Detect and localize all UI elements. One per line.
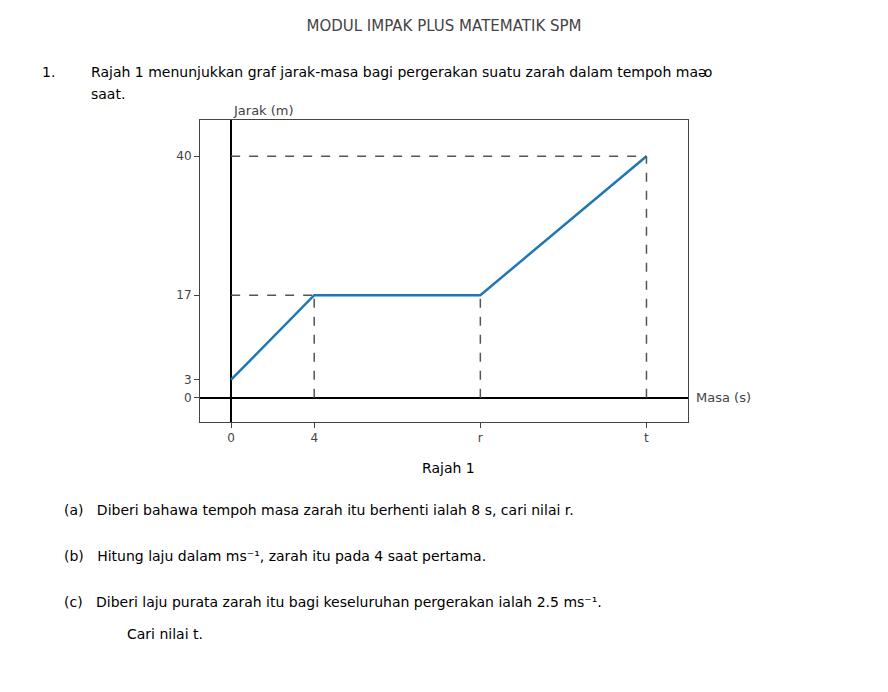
svg-text:0: 0 [184, 391, 192, 405]
svg-text:Cari nilai t.: Cari nilai t. [127, 626, 203, 642]
svg-text:Masa (s): Masa (s) [696, 390, 751, 405]
svg-text:saat.: saat. [91, 86, 125, 102]
svg-text:40: 40 [176, 149, 191, 163]
svg-text:(a) Diberi bahawa tempoh mas: (a) Diberi bahawa tempoh masa zarah itu … [64, 502, 574, 518]
svg-text:Rajah 1 menunjukkan graf jarak: Rajah 1 menunjukkan graf jarak-masa bagi… [91, 64, 712, 80]
svg-text:0: 0 [227, 431, 235, 445]
svg-text:(b) Hitung laju dalam ms⁻¹,: (b) Hitung laju dalam ms⁻¹, zarah itu pa… [64, 548, 486, 564]
svg-text:3: 3 [184, 373, 192, 387]
svg-text:MODUL IMPAK PLUS MATEMATIK SPM: MODUL IMPAK PLUS MATEMATIK SPM [306, 17, 581, 35]
svg-text:t: t [644, 431, 649, 445]
svg-text:17: 17 [176, 288, 191, 302]
svg-text:Rajah 1: Rajah 1 [422, 460, 475, 476]
svg-text:(c) Diberi laju purata zarah: (c) Diberi laju purata zarah itu bagi ke… [64, 594, 602, 610]
svg-text:r: r [478, 431, 483, 445]
svg-text:4: 4 [310, 431, 318, 445]
svg-text:1.: 1. [42, 64, 55, 80]
svg-text:Jarak (m): Jarak (m) [233, 103, 294, 118]
